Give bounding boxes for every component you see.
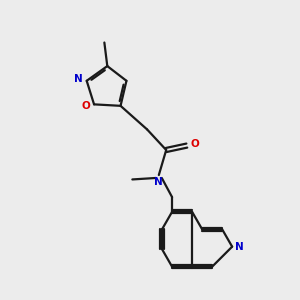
Text: O: O [81, 101, 90, 111]
Text: N: N [154, 177, 163, 188]
Text: N: N [235, 242, 244, 252]
Text: N: N [74, 74, 83, 84]
Text: O: O [191, 139, 200, 149]
